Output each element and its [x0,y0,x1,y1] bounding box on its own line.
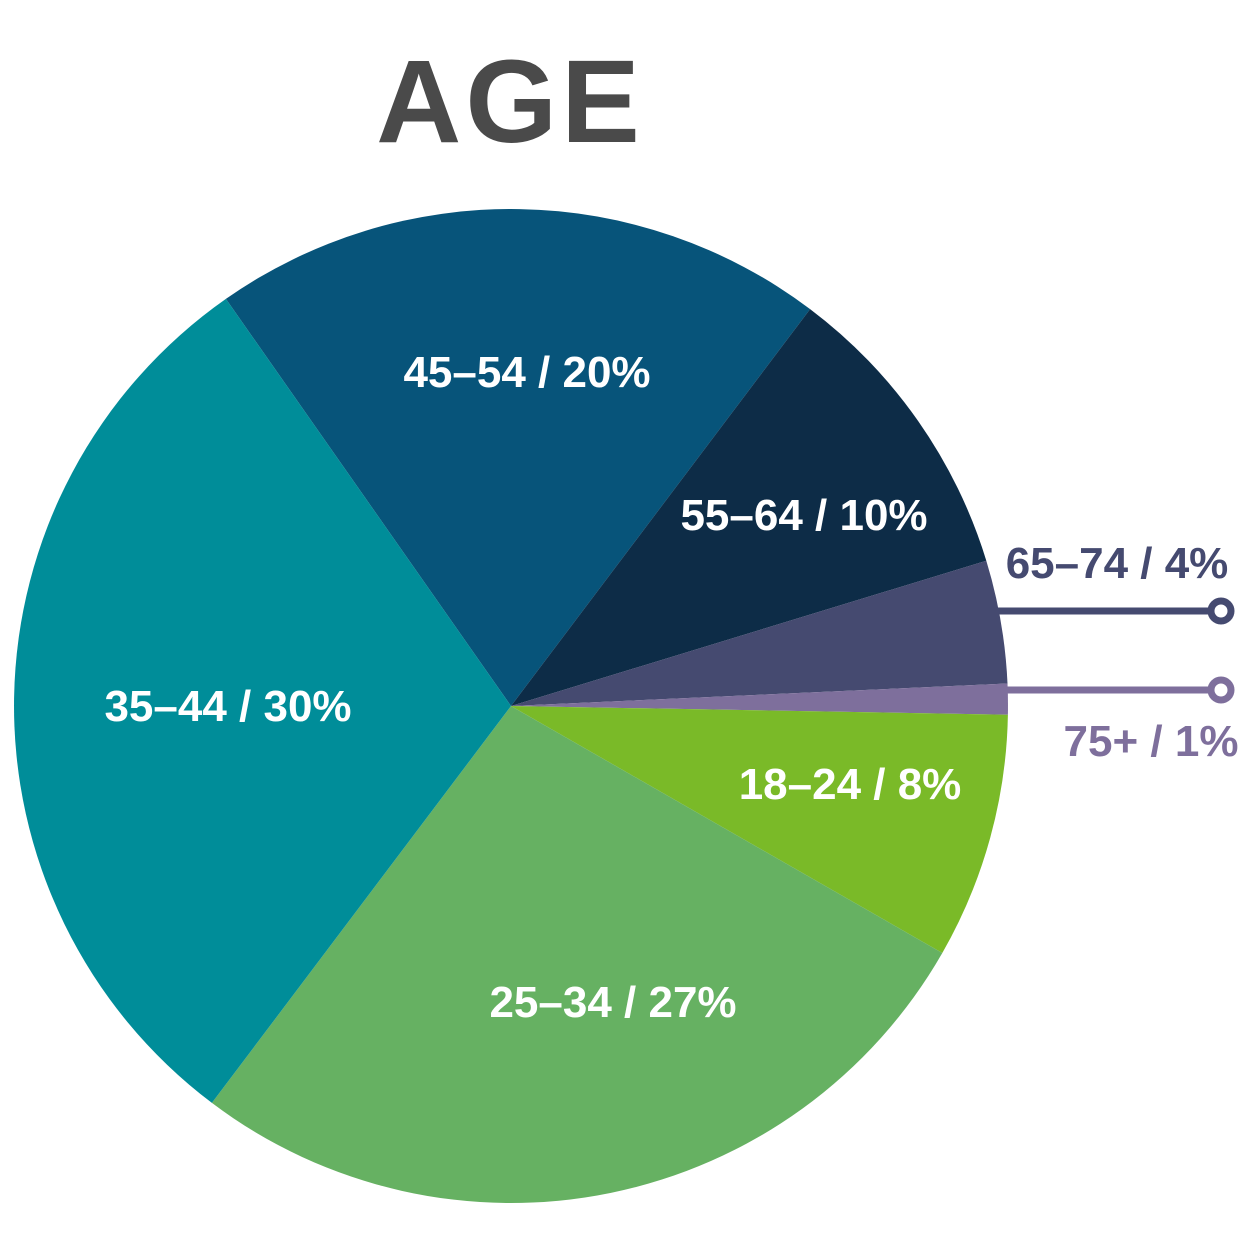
slice-label-18-24: 18–24 / 8% [738,760,962,809]
slice-label-75plus: 75+ / 1% [1063,717,1239,766]
slice-label-35-44: 35–44 / 30% [104,682,352,731]
pie-slice-55-64 [511,309,987,706]
pie-slice-18-24 [511,706,1008,953]
slice-label-55-64: 55–64 / 10% [680,491,928,540]
slice-label-65-74: 65–74 / 4% [1005,539,1229,588]
chart-title: AGE [376,36,644,168]
pie-slice-35-44 [14,298,511,1103]
slice-label-25-34: 25–34 / 27% [489,978,737,1027]
pie-slice-65-74 [511,560,1008,706]
slice-label-45-54: 45–54 / 20% [403,348,651,397]
callout-endpoint-icon-65-74 [1207,597,1235,625]
pie-slice-25-34 [211,706,943,1203]
pie-slice-75plus [511,683,1008,715]
callout-endpoint-icon-75plus [1207,676,1235,704]
pie-slice-45-54 [225,209,811,706]
